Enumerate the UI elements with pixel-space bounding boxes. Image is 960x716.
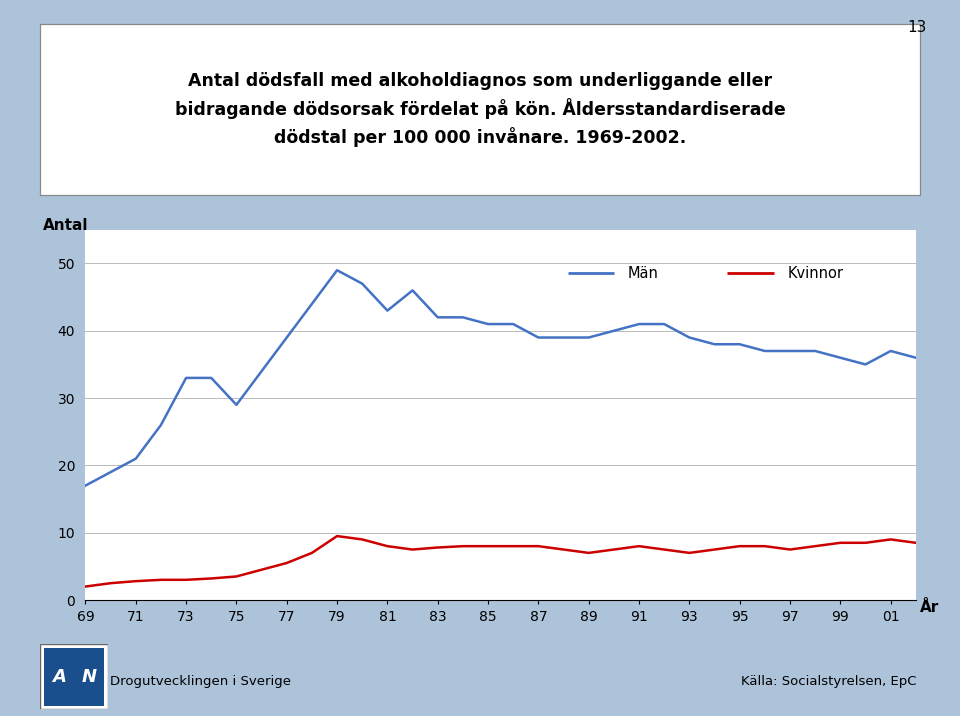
Text: Drogutvecklingen i Sverige: Drogutvecklingen i Sverige — [110, 675, 292, 688]
Text: A: A — [52, 667, 66, 686]
Text: Kvinnor: Kvinnor — [787, 266, 843, 281]
Text: Män: Män — [628, 266, 659, 281]
Text: N: N — [82, 667, 96, 686]
Text: 13: 13 — [907, 20, 926, 35]
Text: Källa: Socialstyrelsen, EpC: Källa: Socialstyrelsen, EpC — [741, 675, 917, 688]
Text: Antal dödsfall med alkoholdiagnos som underliggande eller
bidragande dödsorsak f: Antal dödsfall med alkoholdiagnos som un… — [175, 72, 785, 147]
Text: Antal: Antal — [43, 218, 88, 233]
Text: År: År — [920, 600, 939, 615]
